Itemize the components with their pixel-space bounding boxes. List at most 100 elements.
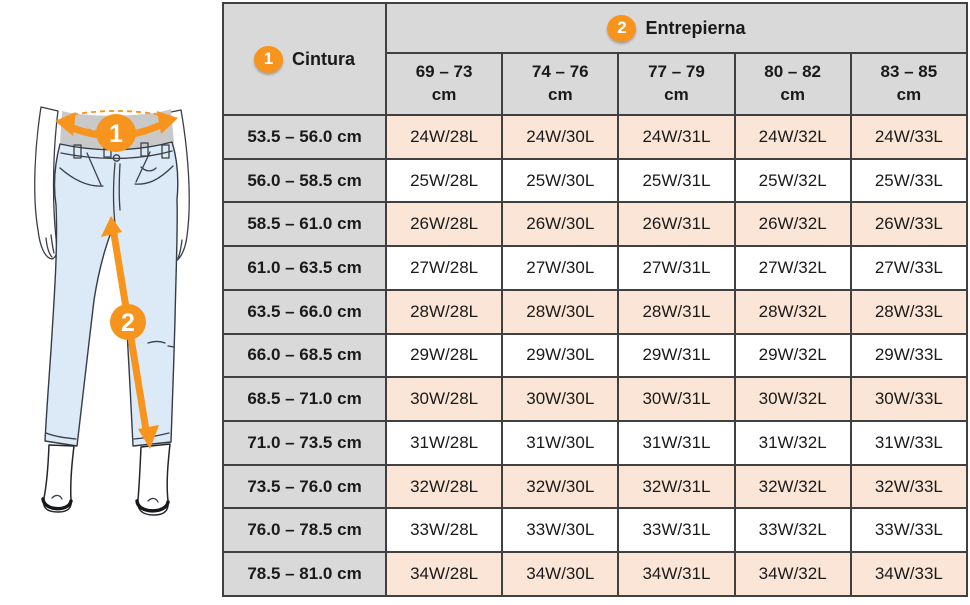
size-cell: 33W/31L — [617, 507, 736, 554]
size-cell: 34W/32L — [733, 551, 852, 597]
size-cell: 25W/33L — [849, 157, 969, 204]
size-row: 56.0 – 58.5 cm 25W/28L 25W/30L 25W/31L 25W/3… — [222, 157, 969, 204]
person-illustration: 1 2 — [34, 106, 190, 516]
size-cell: 29W/31L — [617, 332, 736, 379]
size-cell: 31W/30L — [501, 420, 620, 466]
inseam-badge-icon: 2 — [607, 14, 637, 42]
waist-range-label: 68.5 – 71.0 cm — [222, 376, 387, 423]
size-row: 61.0 – 63.5 cm 27W/28L 27W/30L 27W/31L 27W/3… — [222, 245, 969, 291]
size-cell: 25W/30L — [501, 157, 620, 204]
size-cell: 30W/28L — [384, 376, 504, 423]
waist-range-label: 66.0 – 68.5 cm — [222, 332, 387, 379]
waist-range-label: 63.5 – 66.0 cm — [222, 288, 387, 335]
size-cell: 25W/28L — [384, 157, 504, 204]
waist-range-label: 58.5 – 61.0 cm — [222, 201, 387, 248]
size-cell: 26W/30L — [501, 201, 620, 248]
size-cell: 24W/30L — [501, 114, 620, 160]
size-cell: 26W/33L — [849, 201, 969, 248]
size-cell: 32W/33L — [849, 463, 969, 510]
size-cell: 28W/32L — [733, 288, 852, 335]
size-cell: 26W/28L — [384, 201, 504, 248]
waist-range-label: 73.5 – 76.0 cm — [222, 463, 387, 510]
inseam-columns-row: 69 – 73 cm 74 – 76 cm 77 – 79 cm 80 – 82 cm 83 –… — [223, 52, 969, 116]
inseam-column-header: 80 – 82 cm — [733, 52, 852, 116]
size-row: 66.0 – 68.5 cm 29W/28L 29W/30L 29W/31L 29W/3… — [222, 332, 969, 379]
size-cell: 27W/33L — [849, 245, 969, 291]
size-cell: 26W/31L — [617, 201, 736, 248]
size-cell: 26W/32L — [733, 201, 852, 248]
inseam-column-header: 83 – 85 cm — [849, 52, 969, 116]
size-cell: 29W/28L — [384, 332, 504, 379]
waist-range-label: 61.0 – 63.5 cm — [222, 245, 387, 291]
size-cell: 28W/30L — [501, 288, 620, 335]
inseam-column-header: 69 – 73 cm — [384, 52, 504, 116]
size-cell: 25W/32L — [733, 157, 852, 204]
size-table-body: 53.5 – 56.0 cm 24W/28L 24W/30L 24W/31L 24W/3… — [222, 114, 969, 597]
svg-text:1: 1 — [109, 120, 123, 148]
inseam-header-label: Entrepierna — [645, 17, 746, 38]
size-cell: 28W/33L — [849, 288, 969, 335]
size-cell: 24W/28L — [384, 114, 504, 160]
size-cell: 25W/31L — [617, 157, 736, 204]
inseam-badge: 2 — [110, 304, 146, 340]
size-cell: 24W/33L — [849, 114, 969, 160]
figure-panel: 1 2 — [0, 0, 222, 600]
table-panel: 1 Cintura 2 Entrepierna 69 – 73 cm 74 – 76… — [222, 2, 969, 598]
size-cell: 29W/33L — [849, 332, 969, 379]
size-row: 58.5 – 61.0 cm 26W/28L 26W/30L 26W/31L 26W/3… — [222, 201, 969, 248]
size-cell: 31W/32L — [733, 420, 852, 466]
size-cell: 31W/31L — [617, 420, 736, 466]
waist-header-cell: 1 Cintura — [222, 2, 387, 116]
waist-range-label: 71.0 – 73.5 cm — [222, 420, 387, 466]
size-row: 71.0 – 73.5 cm 31W/28L 31W/30L 31W/31L 31W/3… — [222, 420, 969, 466]
jeans-sketch — [44, 141, 179, 447]
size-cell: 30W/31L — [617, 376, 736, 423]
waist-badge: 1 — [96, 114, 136, 152]
waist-range-label: 56.0 – 58.5 cm — [222, 157, 387, 204]
size-chart-table: 1 Cintura 2 Entrepierna 69 – 73 cm 74 – 76… — [222, 2, 969, 597]
size-cell: 31W/33L — [849, 420, 969, 466]
size-row: 73.5 – 76.0 cm 32W/28L 32W/30L 32W/31L 32W/3… — [222, 463, 969, 510]
size-row: 53.5 – 56.0 cm 24W/28L 24W/30L 24W/31L 24W/3… — [222, 114, 969, 160]
size-cell: 28W/31L — [617, 288, 736, 335]
size-cell: 34W/33L — [849, 551, 969, 597]
size-cell: 27W/28L — [384, 245, 504, 291]
size-row: 76.0 – 78.5 cm 33W/28L 33W/30L 33W/31L 33W/3… — [222, 507, 969, 554]
inseam-column-header: 74 – 76 cm — [501, 52, 620, 116]
waist-range-label: 76.0 – 78.5 cm — [222, 507, 387, 554]
size-cell: 32W/32L — [733, 463, 852, 510]
size-cell: 30W/33L — [849, 376, 969, 423]
size-cell: 29W/30L — [501, 332, 620, 379]
size-cell: 30W/30L — [501, 376, 620, 423]
size-row: 68.5 – 71.0 cm 30W/28L 30W/30L 30W/31L 30W/3… — [222, 376, 969, 423]
size-cell: 31W/28L — [384, 420, 504, 466]
size-cell: 28W/28L — [384, 288, 504, 335]
size-row: 78.5 – 81.0 cm 34W/28L 34W/30L 34W/31L 34W/3… — [222, 551, 969, 597]
size-cell: 24W/31L — [617, 114, 736, 160]
waist-range-label: 78.5 – 81.0 cm — [222, 551, 387, 597]
size-cell: 32W/30L — [501, 463, 620, 510]
waist-header-label: Cintura — [292, 48, 355, 69]
size-cell: 29W/32L — [733, 332, 852, 379]
size-cell: 33W/30L — [501, 507, 620, 554]
size-cell: 27W/32L — [733, 245, 852, 291]
size-cell: 24W/32L — [733, 114, 852, 160]
waist-badge-icon: 1 — [254, 45, 283, 73]
boots-sketch — [41, 443, 171, 516]
size-row: 63.5 – 66.0 cm 28W/28L 28W/30L 28W/31L 28W/3… — [222, 288, 969, 335]
size-cell: 33W/33L — [849, 507, 969, 554]
inseam-header-cell: 2 Entrepierna — [385, 2, 968, 54]
size-cell: 34W/30L — [501, 551, 620, 597]
size-cell: 34W/28L — [384, 551, 504, 597]
size-cell: 33W/28L — [384, 507, 504, 554]
waist-range-label: 53.5 – 56.0 cm — [222, 114, 387, 160]
size-cell: 32W/28L — [384, 463, 504, 510]
svg-text:2: 2 — [121, 309, 135, 337]
main-header-row: 1 Cintura 2 Entrepierna — [222, 2, 968, 116]
size-cell: 27W/31L — [617, 245, 736, 291]
size-cell: 27W/30L — [501, 245, 620, 291]
size-cell: 32W/31L — [617, 463, 736, 510]
inseam-column-header: 77 – 79 cm — [617, 52, 736, 116]
size-cell: 34W/31L — [617, 551, 736, 597]
